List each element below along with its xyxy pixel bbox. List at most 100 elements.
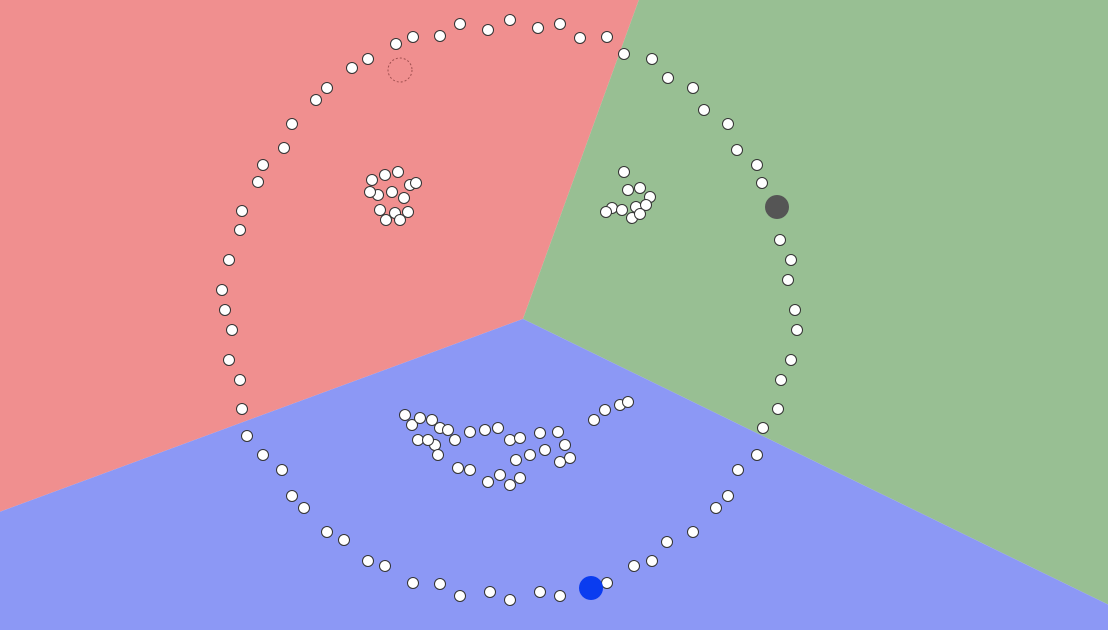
data-point <box>226 324 238 336</box>
data-point <box>346 62 358 74</box>
data-point <box>216 284 228 296</box>
data-point <box>514 432 526 444</box>
data-point <box>622 396 634 408</box>
data-point <box>785 354 797 366</box>
data-point <box>410 177 422 189</box>
data-point <box>406 419 418 431</box>
data-point <box>452 462 464 474</box>
data-point <box>321 526 333 538</box>
data-point <box>257 159 269 171</box>
data-point <box>241 430 253 442</box>
data-point <box>751 159 763 171</box>
data-point <box>257 449 269 461</box>
data-point <box>616 204 628 216</box>
data-point <box>774 234 786 246</box>
data-point <box>600 206 612 218</box>
data-point <box>687 82 699 94</box>
data-point <box>601 31 613 43</box>
data-point <box>380 214 392 226</box>
data-point <box>464 464 476 476</box>
data-point <box>789 304 801 316</box>
data-point <box>494 469 506 481</box>
data-point <box>236 205 248 217</box>
data-point <box>628 560 640 572</box>
data-point <box>379 169 391 181</box>
data-point <box>514 472 526 484</box>
data-point <box>223 254 235 266</box>
data-point <box>510 454 522 466</box>
data-point <box>622 184 634 196</box>
data-point <box>432 449 444 461</box>
data-point <box>234 374 246 386</box>
data-point <box>552 426 564 438</box>
data-point <box>772 403 784 415</box>
data-point <box>504 434 516 446</box>
data-point <box>464 426 476 438</box>
data-point <box>564 452 576 464</box>
data-point <box>394 214 406 226</box>
centroid <box>579 576 603 600</box>
data-point <box>782 274 794 286</box>
centroid <box>387 57 413 83</box>
data-point <box>504 479 516 491</box>
data-point <box>524 449 536 461</box>
data-point <box>422 434 434 446</box>
data-point <box>399 409 411 421</box>
data-point <box>286 490 298 502</box>
data-point <box>407 577 419 589</box>
data-point <box>454 18 466 30</box>
data-point <box>698 104 710 116</box>
data-point <box>756 177 768 189</box>
cluster-region <box>522 0 1108 605</box>
data-point <box>434 30 446 42</box>
data-point <box>449 434 461 446</box>
data-point <box>412 434 424 446</box>
data-point <box>492 422 504 434</box>
data-point <box>710 502 722 514</box>
data-point <box>402 206 414 218</box>
data-point <box>310 94 322 106</box>
data-point <box>646 53 658 65</box>
data-point <box>722 490 734 502</box>
data-point <box>618 166 630 178</box>
data-point <box>599 404 611 416</box>
data-point <box>278 142 290 154</box>
data-point <box>386 186 398 198</box>
cluster-region <box>0 0 639 512</box>
data-point <box>390 38 402 50</box>
data-point <box>479 424 491 436</box>
data-point <box>757 422 769 434</box>
data-point <box>223 354 235 366</box>
data-point <box>364 186 376 198</box>
data-point <box>539 444 551 456</box>
data-point <box>687 526 699 538</box>
data-point <box>791 324 803 336</box>
data-point <box>321 82 333 94</box>
data-point <box>722 118 734 130</box>
data-point <box>534 427 546 439</box>
centroid <box>765 195 789 219</box>
data-point <box>559 439 571 451</box>
data-point <box>482 24 494 36</box>
data-point <box>554 590 566 602</box>
data-point <box>731 144 743 156</box>
data-point <box>775 374 787 386</box>
data-point <box>236 403 248 415</box>
data-point <box>298 502 310 514</box>
data-point <box>732 464 744 476</box>
data-point <box>534 586 546 598</box>
data-point <box>398 192 410 204</box>
data-point <box>338 534 350 546</box>
data-point <box>588 414 600 426</box>
data-point <box>366 174 378 186</box>
data-point <box>276 464 288 476</box>
data-point <box>484 586 496 598</box>
data-point <box>532 22 544 34</box>
data-point <box>362 53 374 65</box>
data-point <box>434 578 446 590</box>
data-point <box>482 476 494 488</box>
data-point <box>601 577 613 589</box>
data-point <box>661 536 673 548</box>
